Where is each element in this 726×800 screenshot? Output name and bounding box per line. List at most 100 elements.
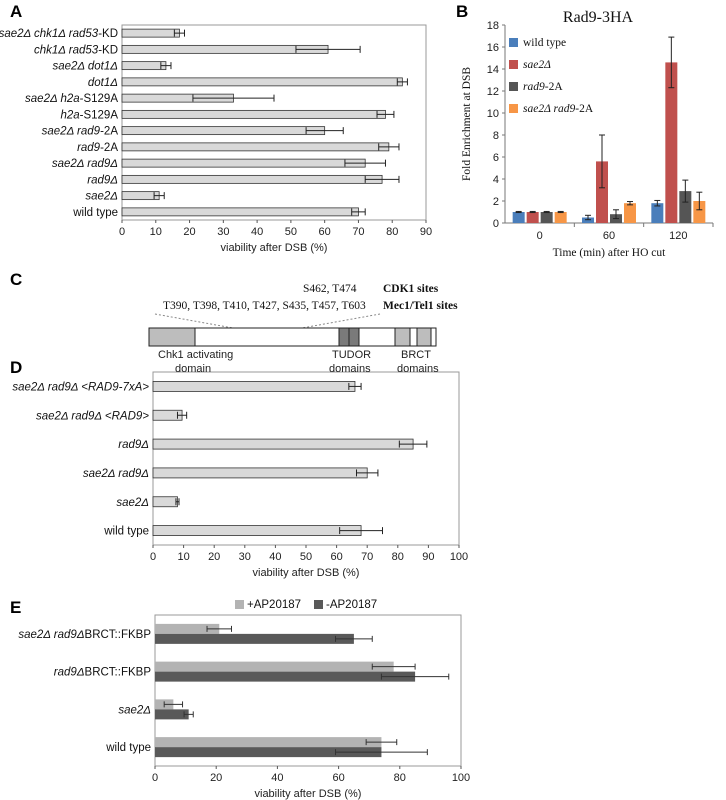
bar	[554, 212, 567, 223]
bar	[155, 709, 189, 720]
bar	[121, 109, 386, 119]
y-tick-label: 14	[487, 64, 499, 76]
category-label: sae2Δ rad9Δ	[52, 158, 118, 170]
y-axis-title: Fold Enrichment at DSB	[461, 67, 473, 181]
category-label: sae2Δ	[118, 704, 151, 716]
category-label: sae2Δ dot1Δ	[52, 61, 118, 73]
legend-label: -AP20187	[326, 599, 377, 611]
bar	[596, 161, 608, 223]
x-tick-label: 30	[217, 226, 229, 238]
x-tick-label: 10	[150, 226, 162, 238]
legend-swatch	[314, 600, 323, 609]
legend-label: wild type	[523, 37, 566, 49]
bar	[155, 737, 382, 748]
bar	[121, 28, 180, 38]
legend-label: sae2Δ	[523, 59, 551, 71]
x-tick-label: 90	[420, 226, 432, 238]
category-label: sae2Δ rad9Δ	[83, 468, 149, 480]
category-label: wild type	[103, 526, 149, 538]
bar	[121, 61, 167, 71]
panel-label-c: C	[10, 270, 22, 289]
brct-block-1	[394, 327, 411, 347]
panel-label-b: B	[456, 2, 468, 21]
x-tick-label: 0	[150, 551, 156, 563]
bar	[121, 191, 160, 201]
legend-label: sae2Δ rad9-2A	[523, 103, 594, 115]
chart-a: 0 10 20 30 40 50 60 70 80 90 viability after DSB (…	[0, 24, 432, 254]
y-tick-label: 6	[493, 152, 499, 164]
y-tick-label: 18	[487, 20, 499, 32]
domain-label-tudor: TUDOR	[332, 349, 371, 361]
domain-label-brct-2: domains	[397, 363, 439, 375]
y-tick-label: 8	[493, 130, 499, 142]
bar	[152, 525, 362, 536]
bar	[121, 142, 390, 152]
bar	[121, 207, 359, 217]
x-tick-label: 70	[361, 551, 373, 563]
x-tick-label: 50	[300, 551, 312, 563]
bar	[152, 496, 178, 508]
domain-label-tudor-2: domains	[329, 363, 371, 375]
domain-label-brct: BRCT	[401, 349, 431, 361]
x-tick-label: 80	[386, 226, 398, 238]
x-tick-label: 10	[177, 551, 189, 563]
category-label: sae2Δ	[116, 497, 149, 509]
x-tick-label: 90	[422, 551, 434, 563]
x-tick-label: 60	[603, 230, 615, 242]
y-tick-label: 16	[487, 42, 499, 54]
x-tick-label: 100	[450, 551, 468, 563]
legend-swatch	[509, 38, 518, 47]
category-label: dot1Δ	[88, 77, 118, 89]
y-tick-label: 2	[493, 196, 499, 208]
category-label: rad9ΔBRCT::FKBP	[54, 667, 152, 679]
domain-label-chk1-2: domain	[175, 363, 211, 375]
category-label: h2a-S129A	[60, 109, 118, 121]
brct-block-2	[416, 327, 432, 347]
category-label: wild type	[72, 207, 118, 219]
bar	[693, 201, 706, 223]
bar	[512, 212, 525, 223]
panel-label-a: A	[10, 2, 22, 21]
mec1-sites-label: Mec1/Tel1 sites	[383, 300, 458, 312]
bar	[155, 747, 382, 758]
plot-frame	[121, 24, 427, 221]
x-tick-label: 60	[319, 226, 331, 238]
x-tick-label: 40	[269, 551, 281, 563]
bar	[152, 467, 368, 479]
category-label: sae2Δ rad9Δ <RAD9-7xA>	[12, 381, 149, 393]
x-tick-label: 0	[119, 226, 125, 238]
bar	[624, 203, 636, 223]
bar	[121, 174, 383, 184]
category-label: rad9Δ	[87, 174, 118, 186]
tudor-block-2	[348, 327, 360, 347]
legend-swatch	[235, 600, 244, 609]
y-tick-label: 4	[493, 174, 499, 186]
x-tick-label: 80	[392, 551, 404, 563]
x-tick-label: 50	[285, 226, 297, 238]
y-tick-label: 12	[487, 86, 499, 98]
bar	[155, 671, 416, 682]
chk1-domain-block	[148, 327, 196, 347]
bar	[121, 158, 366, 168]
bar	[679, 191, 692, 223]
legend-swatch	[509, 82, 518, 91]
x-tick-label: 60	[330, 551, 342, 563]
x-tick-label: 80	[394, 772, 406, 784]
legend-label: rad9-2A	[523, 81, 563, 93]
bar	[155, 661, 394, 672]
x-tick-label: 60	[332, 772, 344, 784]
x-tick-label: 100	[452, 772, 470, 784]
bar	[121, 126, 326, 136]
bar	[155, 623, 220, 634]
bar	[651, 203, 664, 223]
x-tick-label: 120	[669, 230, 687, 242]
y-tick-label: 10	[487, 108, 499, 120]
category-label: sae2Δ h2a-S129A	[25, 93, 118, 105]
category-label: wild type	[105, 742, 151, 754]
x-tick-label: 20	[210, 772, 222, 784]
chart-title: Rad9-3HA	[563, 9, 634, 26]
bar	[526, 212, 539, 223]
bar	[665, 62, 678, 224]
category-label: rad9Δ	[118, 439, 149, 451]
x-tick-label: 20	[208, 551, 220, 563]
